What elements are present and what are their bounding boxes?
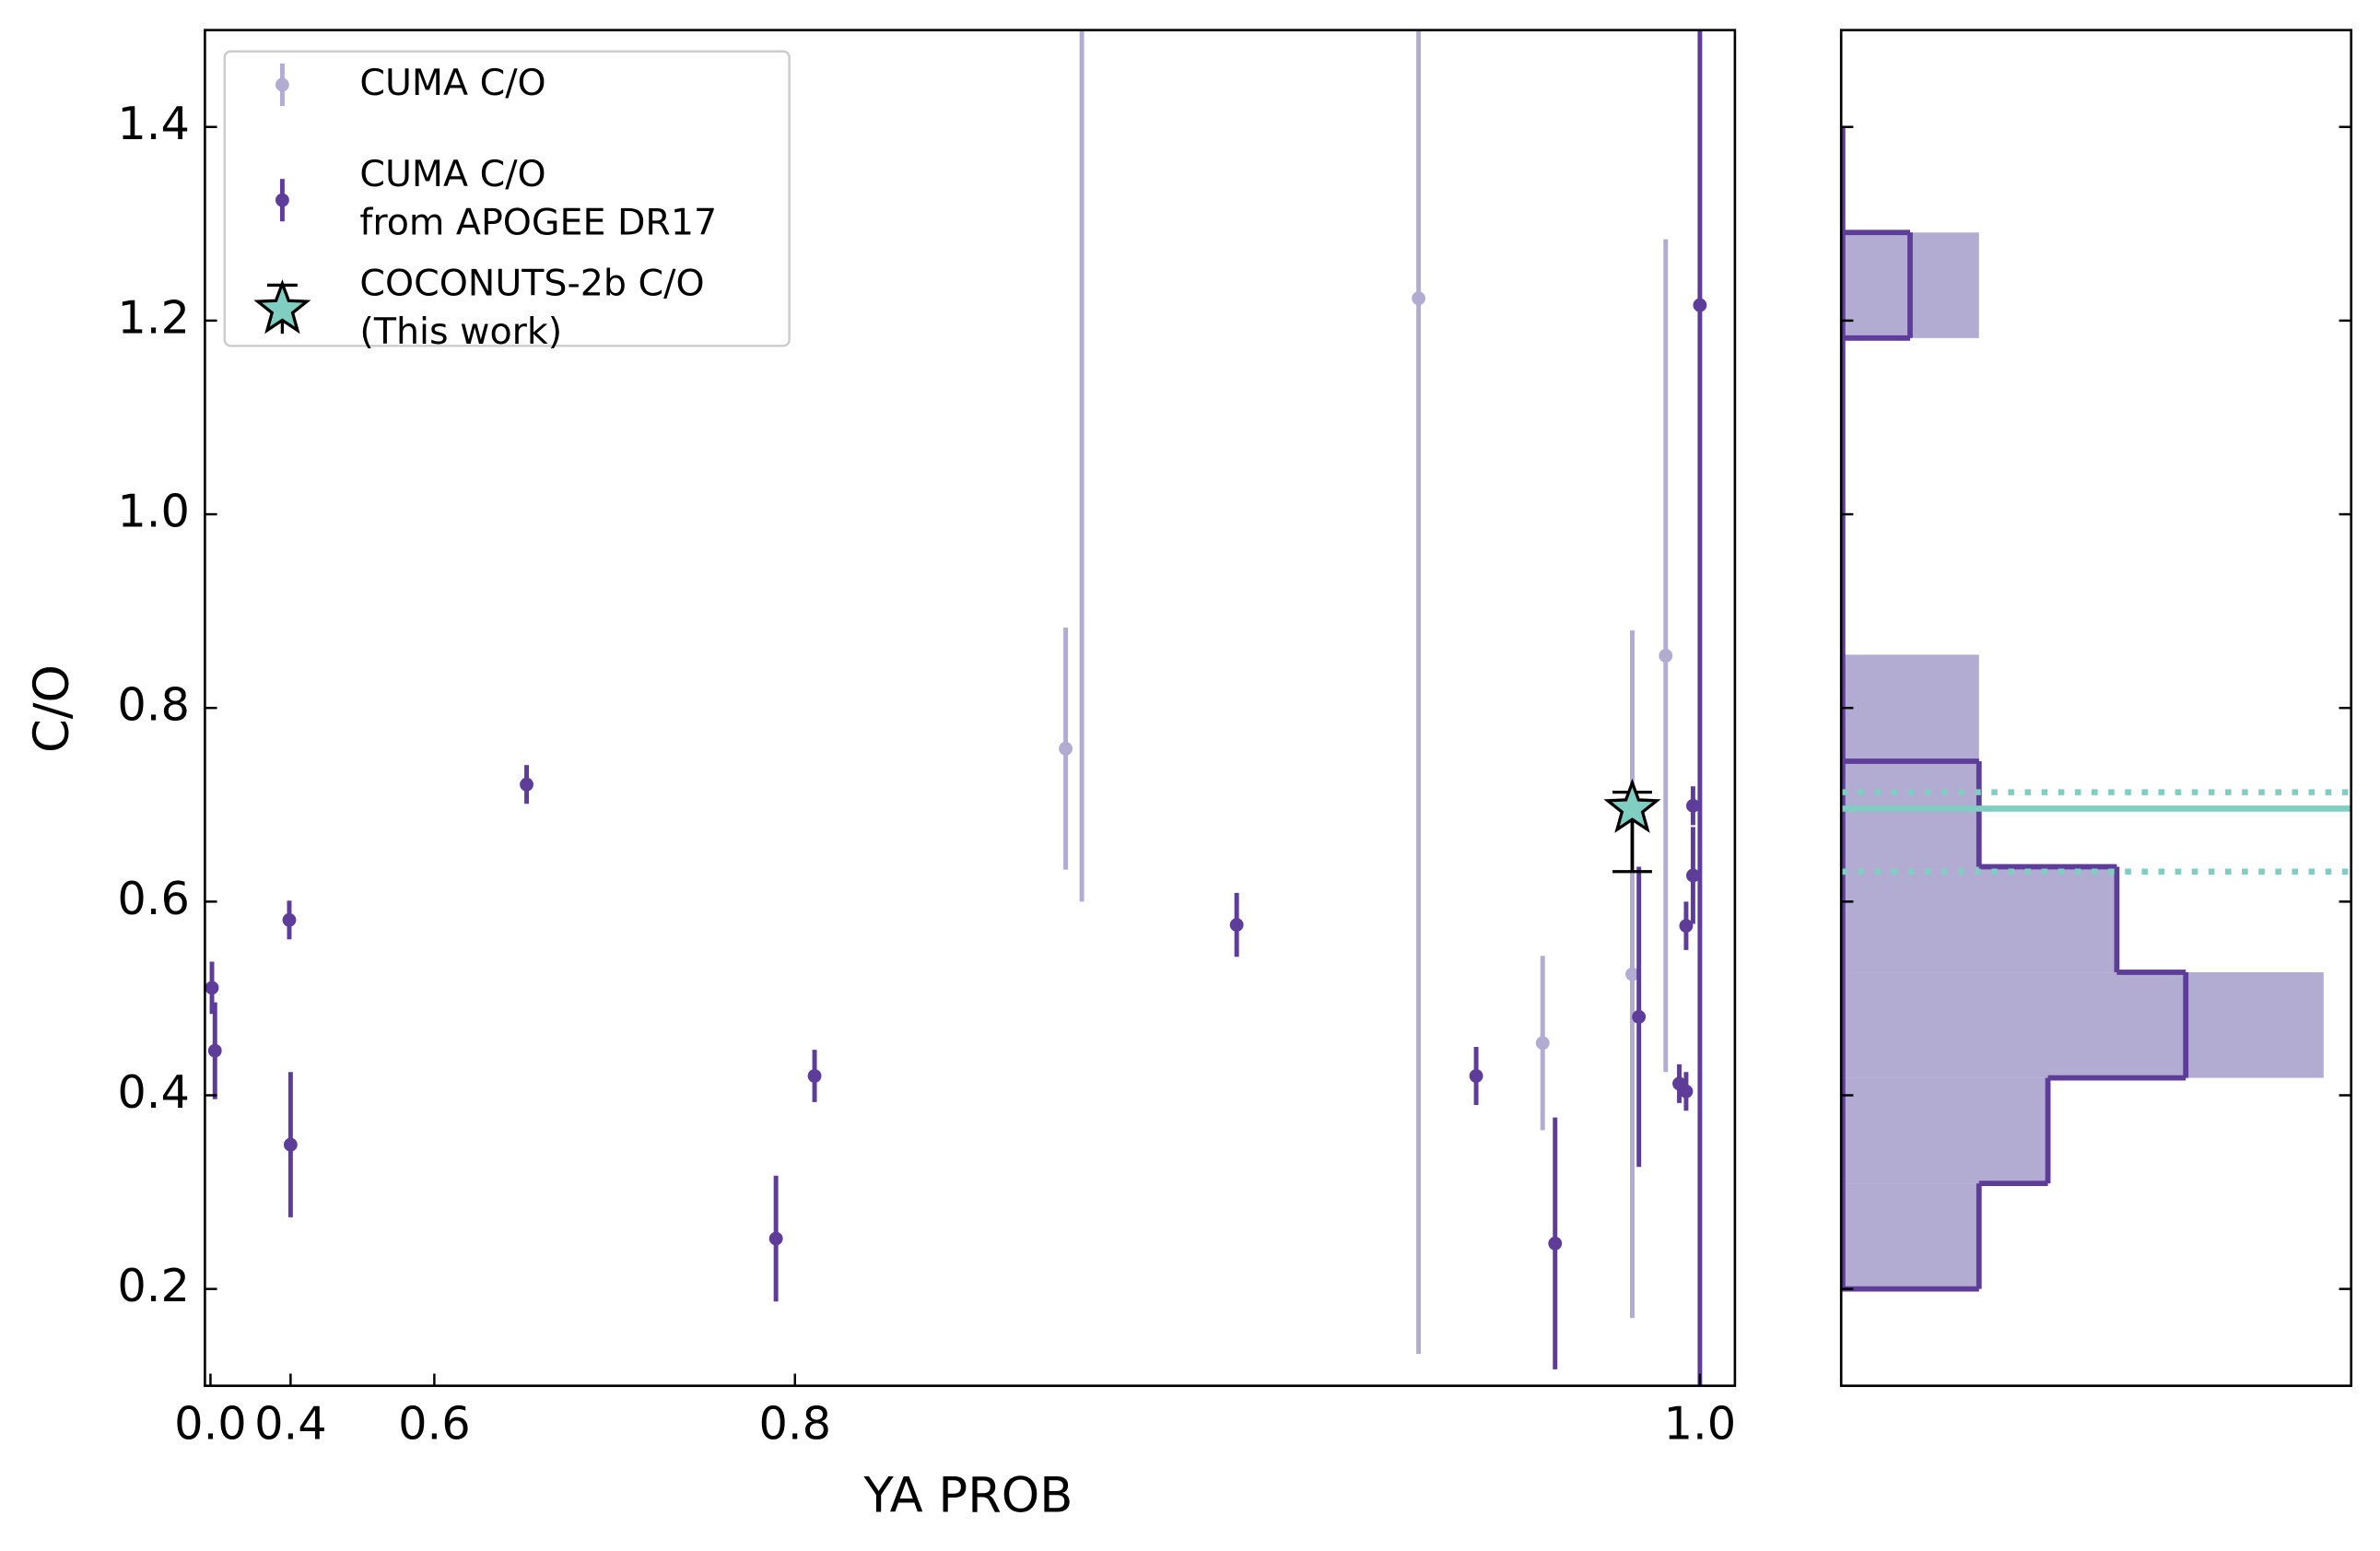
point: [1685, 798, 1700, 813]
point: [1059, 741, 1073, 756]
x-tick-label: 1.0: [1664, 1397, 1737, 1451]
hist-bar: [1841, 1077, 2048, 1184]
legend-line: CUMA C/O: [359, 152, 545, 194]
point: [807, 1069, 822, 1083]
hist-bar: [1841, 1183, 1979, 1289]
point: [1679, 1084, 1694, 1099]
point: [1693, 298, 1707, 312]
star-marker: [1603, 778, 1661, 833]
x-tick-label: 0.0: [174, 1397, 247, 1451]
hist-plot: [1841, 126, 2351, 1292]
legend-line: from APOGEE DR17: [359, 201, 717, 243]
main-plot: [205, 29, 1707, 1386]
point: [1659, 649, 1673, 663]
y-axis-label: C/O: [24, 664, 80, 753]
point: [1412, 291, 1425, 306]
point: [520, 777, 533, 792]
legend-line: CUMA C/O: [359, 61, 545, 103]
y-tick-label: 0.6: [117, 872, 190, 925]
point: [1685, 868, 1700, 883]
point: [1632, 1009, 1647, 1024]
point: [282, 912, 297, 927]
legend-line: COCONUTS-2b C/O: [359, 262, 704, 304]
x-axis-label: YA PROB: [863, 1467, 1073, 1523]
legend-line: (This work): [359, 311, 562, 353]
x-tick-label: 0.6: [398, 1397, 471, 1451]
hist-bar: [1841, 972, 2324, 1078]
y-tick-label: 1.4: [117, 97, 190, 150]
legend-label: CUMA C/O from APOGEE DR17: [359, 152, 717, 243]
hist-bar: [1841, 760, 1979, 867]
point: [768, 1231, 783, 1246]
legend-label: CUMA C/O: [359, 61, 545, 103]
point: [283, 1137, 298, 1152]
legend-frame: [223, 50, 791, 347]
x-tick-label: 0.8: [758, 1397, 831, 1451]
y-tick-label: 1.2: [117, 290, 190, 344]
hist-bar: [1841, 866, 2117, 973]
y-tick-label: 1.0: [117, 485, 190, 538]
legend-label: COCONUTS-2b C/O (This work): [359, 262, 704, 353]
point: [1535, 1036, 1550, 1051]
point: [1548, 1236, 1563, 1251]
hist-bar: [1841, 654, 1979, 761]
point: [1229, 918, 1244, 932]
point: [1625, 967, 1639, 981]
legend-star: [253, 279, 311, 335]
y-tick-label: 0.4: [117, 1065, 190, 1119]
y-tick-label: 0.8: [117, 678, 190, 732]
x-tick-label: 0.4: [254, 1397, 327, 1451]
legend-dot: [275, 77, 289, 92]
point: [205, 981, 219, 995]
point: [207, 1043, 222, 1058]
axes: 0.0 0.4 0.6 0.8 1.00.20.40.60.81.01.21.4CUMA…: [117, 29, 2353, 1451]
point: [1469, 1069, 1483, 1083]
y-tick-label: 0.2: [117, 1259, 190, 1312]
legend-dot: [275, 193, 289, 207]
point: [1679, 919, 1694, 934]
